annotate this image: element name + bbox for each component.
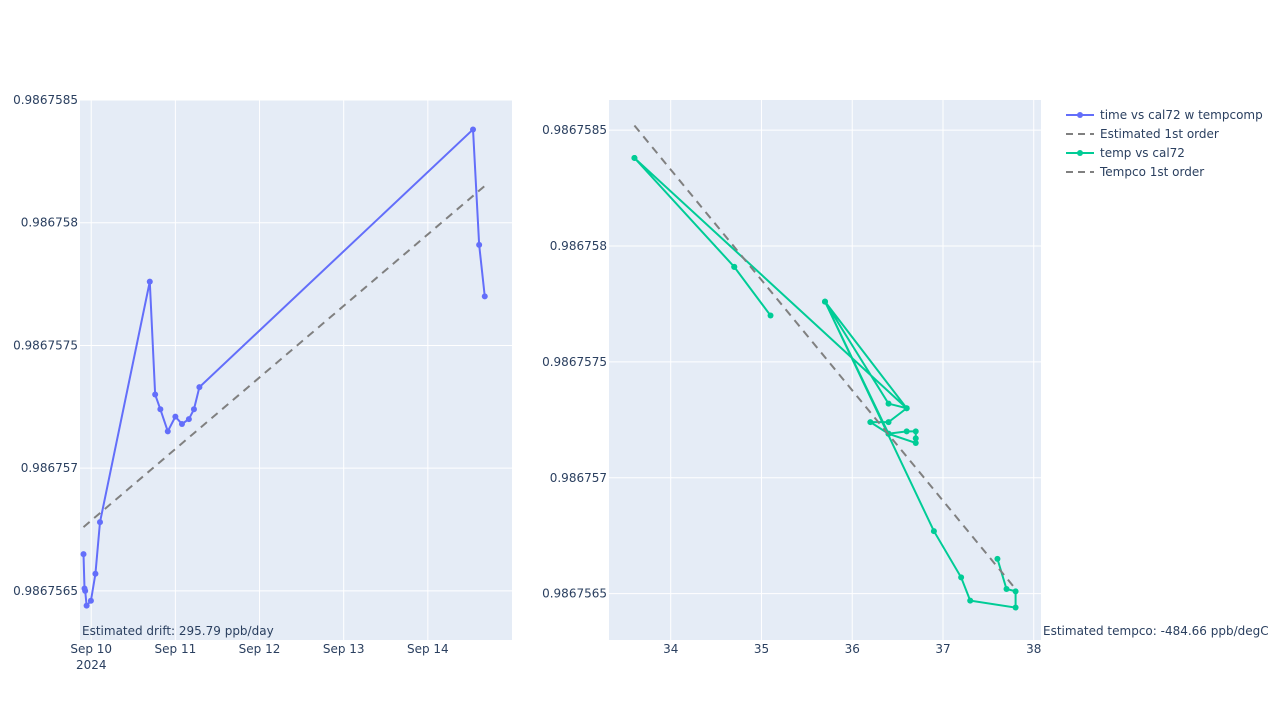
data-point	[767, 312, 774, 319]
y-tick-label: 0.986757	[550, 471, 607, 485]
tempco-chart: 34 35 36 37 38 0.9867565 0.986757 0.9867575 0.98…	[542, 100, 1269, 656]
series-line	[82, 185, 486, 528]
data-point	[96, 519, 103, 526]
data-point	[631, 154, 638, 161]
data-point	[82, 587, 89, 594]
data-point	[994, 555, 1001, 562]
y-tick-label: 0.986757	[21, 461, 78, 475]
x-tick-label: Sep 14	[407, 642, 449, 656]
x-tick-label: Sep 11	[155, 642, 197, 656]
data-point	[912, 435, 919, 442]
annotation-text: Estimated tempco: -484.66 ppb/degC	[1043, 624, 1269, 638]
data-point	[196, 384, 203, 391]
y-tick-label: 0.9867575	[542, 355, 607, 369]
x-tick-label: 36	[845, 642, 860, 656]
data-point	[476, 241, 483, 248]
data-point	[903, 405, 910, 412]
x-tick-label: 38	[1026, 642, 1041, 656]
data-point	[967, 597, 974, 604]
data-point	[867, 419, 874, 426]
data-point	[1003, 586, 1010, 593]
y-tick-label: 0.9867585	[13, 93, 78, 107]
data-point	[958, 574, 965, 581]
data-point	[731, 263, 738, 270]
data-point	[152, 391, 159, 398]
data-point	[885, 400, 892, 407]
data-point	[1012, 588, 1019, 595]
data-point	[83, 602, 90, 609]
legend-item-label: temp vs cal72	[1100, 146, 1185, 160]
legend-marker	[1077, 112, 1083, 118]
x-tick-label: 35	[754, 642, 769, 656]
time-drift-chart: Sep 10 2024 Sep 11 Sep 12 Sep 13 Sep 14 0.9867…	[13, 93, 512, 672]
plot-area	[80, 100, 512, 640]
y-tick-label: 0.986758	[21, 216, 78, 230]
legend-item-label: Estimated 1st order	[1100, 127, 1219, 141]
data-point	[470, 126, 477, 133]
data-point	[87, 597, 94, 604]
data-point	[912, 428, 919, 435]
x-tick-label: Sep 10	[70, 642, 112, 656]
data-point	[481, 293, 488, 300]
x-tick-sublabel: 2024	[76, 658, 107, 672]
data-point	[157, 406, 164, 413]
data-point	[80, 551, 87, 558]
data-point	[164, 428, 171, 435]
data-point	[930, 528, 937, 535]
x-tick-label: Sep 12	[239, 642, 281, 656]
data-point	[912, 440, 919, 447]
data-point	[822, 298, 828, 305]
data-point	[178, 421, 185, 427]
y-tick-label: 0.9867565	[13, 584, 78, 598]
series-line	[633, 124, 1017, 590]
x-tick-label: 37	[935, 642, 950, 656]
legend-marker	[1077, 150, 1083, 156]
x-tick-label: 34	[663, 642, 678, 656]
data-point	[885, 419, 892, 426]
x-tick-label: Sep 13	[323, 642, 365, 656]
data-point	[92, 570, 99, 577]
annotation-text: Estimated drift: 295.79 ppb/day	[82, 624, 274, 638]
data-point	[185, 416, 192, 423]
data-point	[903, 428, 910, 435]
data-point	[1012, 604, 1019, 611]
legend: time vs cal72 w tempcomp Estimated 1st or…	[1066, 108, 1263, 179]
y-tick-label: 0.9867585	[542, 123, 607, 137]
legend-item-label: Tempco 1st order	[1099, 165, 1204, 179]
y-tick-label: 0.986758	[550, 239, 607, 253]
data-point	[146, 278, 153, 285]
legend-item-label: time vs cal72 w tempcomp	[1100, 108, 1263, 122]
y-tick-label: 0.9867575	[13, 338, 78, 352]
data-point	[172, 413, 179, 420]
plot-area	[609, 100, 1041, 640]
data-point	[190, 406, 197, 413]
y-tick-label: 0.9867565	[542, 587, 607, 601]
